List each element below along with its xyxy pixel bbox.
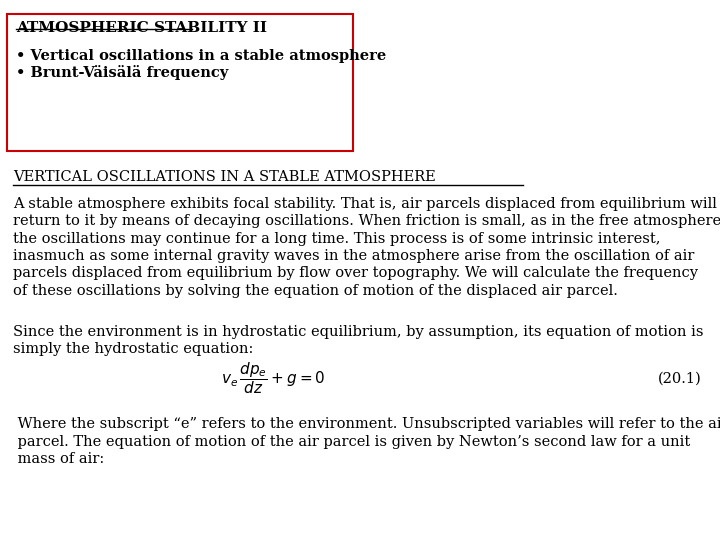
Text: of these oscillations by solving the equation of motion of the displaced air par: of these oscillations by solving the equ…: [13, 284, 618, 298]
Text: simply the hydrostatic equation:: simply the hydrostatic equation:: [13, 342, 253, 356]
Text: $v_e \, \dfrac{dp_e}{dz} + g = 0$: $v_e \, \dfrac{dp_e}{dz} + g = 0$: [221, 361, 326, 396]
Text: parcels displaced from equilibrium by flow over topography. We will calculate th: parcels displaced from equilibrium by fl…: [13, 266, 698, 280]
Text: return to it by means of decaying oscillations. When friction is small, as in th: return to it by means of decaying oscill…: [13, 214, 720, 228]
Text: A stable atmosphere exhibits focal stability. That is, air parcels displaced fro: A stable atmosphere exhibits focal stabi…: [13, 197, 717, 211]
Text: inasmuch as some internal gravity waves in the atmosphere arise from the oscilla: inasmuch as some internal gravity waves …: [13, 249, 694, 263]
Text: • Brunt-Väisälä frequency: • Brunt-Väisälä frequency: [16, 65, 228, 80]
Text: (20.1): (20.1): [658, 372, 702, 386]
Text: Since the environment is in hydrostatic equilibrium, by assumption, its equation: Since the environment is in hydrostatic …: [13, 325, 703, 339]
Text: mass of air:: mass of air:: [13, 452, 104, 466]
Text: the oscillations may continue for a long time. This process is of some intrinsic: the oscillations may continue for a long…: [13, 232, 660, 246]
Text: VERTICAL OSCILLATIONS IN A STABLE ATMOSPHERE: VERTICAL OSCILLATIONS IN A STABLE ATMOSP…: [13, 170, 436, 184]
FancyBboxPatch shape: [7, 14, 353, 151]
Text: parcel. The equation of motion of the air parcel is given by Newton’s second law: parcel. The equation of motion of the ai…: [13, 435, 690, 449]
Text: Where the subscript “e” refers to the environment. Unsubscripted variables will : Where the subscript “e” refers to the en…: [13, 417, 720, 431]
Text: • Vertical oscillations in a stable atmosphere: • Vertical oscillations in a stable atmo…: [16, 49, 386, 63]
Text: ATMOSPHERIC STABILITY II: ATMOSPHERIC STABILITY II: [16, 21, 267, 35]
